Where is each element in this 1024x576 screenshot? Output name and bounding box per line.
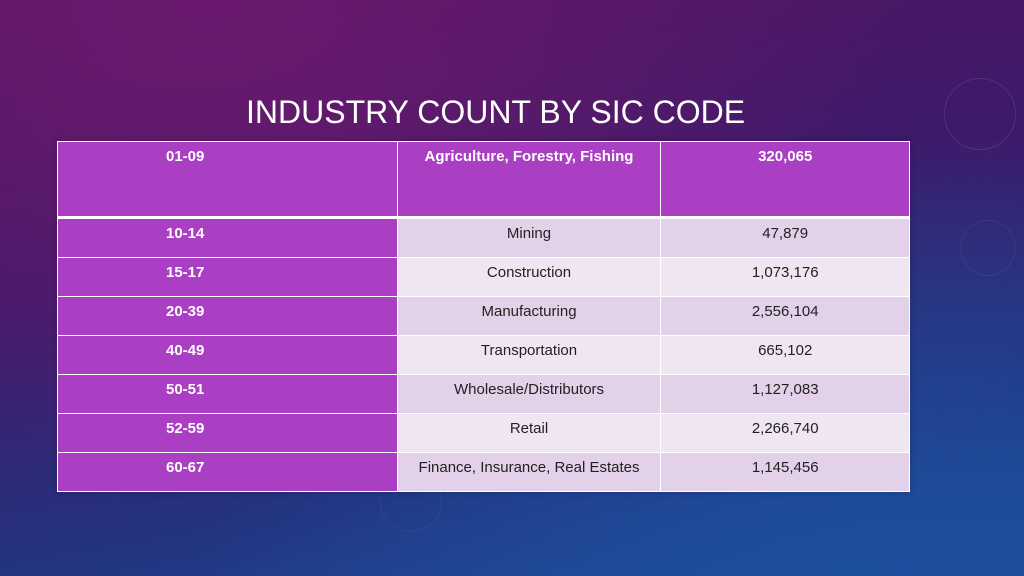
- table-cell-industry: Construction: [396, 257, 662, 297]
- table-cell-industry: Finance, Insurance, Real Estates: [396, 452, 662, 492]
- table-cell-industry: Retail: [396, 413, 662, 453]
- table-cell-code: 20-39: [57, 296, 398, 336]
- table-cell-code: 50-51: [57, 374, 398, 414]
- table-cell-count: 47,879: [660, 217, 910, 258]
- table-cell-code: 60-67: [57, 452, 398, 492]
- table-row: 60-67 Finance, Insurance, Real Estates 1…: [57, 452, 910, 492]
- table-cell-code: 10-14: [57, 217, 398, 258]
- table-row: 50-51 Wholesale/Distributors 1,127,083: [57, 374, 910, 414]
- slide-title: INDUSTRY COUNT BY SIC CODE: [246, 94, 746, 130]
- table-cell-industry: Wholesale/Distributors: [396, 374, 662, 414]
- table-cell-count: 665,102: [660, 335, 910, 375]
- table-cell-industry: Transportation: [396, 335, 662, 375]
- table-row: 10-14 Mining 47,879: [57, 217, 910, 258]
- table-cell-industry: Agriculture, Forestry, Fishing: [396, 141, 662, 218]
- table-cell-count: 1,073,176: [660, 257, 910, 297]
- table-cell-code: 40-49: [57, 335, 398, 375]
- table-row: 40-49 Transportation 665,102: [57, 335, 910, 375]
- table-row: 20-39 Manufacturing 2,556,104: [57, 296, 910, 336]
- decorative-circle: [944, 78, 1016, 150]
- table-cell-count: 1,145,456: [660, 452, 910, 492]
- table-header-row: 01-09 Agriculture, Forestry, Fishing 320…: [57, 141, 910, 218]
- table-cell-code: 52-59: [57, 413, 398, 453]
- table-cell-count: 2,556,104: [660, 296, 910, 336]
- table-row: 52-59 Retail 2,266,740: [57, 413, 910, 453]
- table-cell-count: 320,065: [660, 141, 910, 218]
- table-cell-industry: Manufacturing: [396, 296, 662, 336]
- table-cell-count: 2,266,740: [660, 413, 910, 453]
- table-cell-industry: Mining: [396, 217, 662, 258]
- table-row: 15-17 Construction 1,073,176: [57, 257, 910, 297]
- table-cell-code: 01-09: [57, 141, 398, 218]
- table-cell-code: 15-17: [57, 257, 398, 297]
- decorative-circle: [960, 220, 1016, 276]
- table-cell-count: 1,127,083: [660, 374, 910, 414]
- sic-industry-table: 01-09 Agriculture, Forestry, Fishing 320…: [57, 141, 910, 492]
